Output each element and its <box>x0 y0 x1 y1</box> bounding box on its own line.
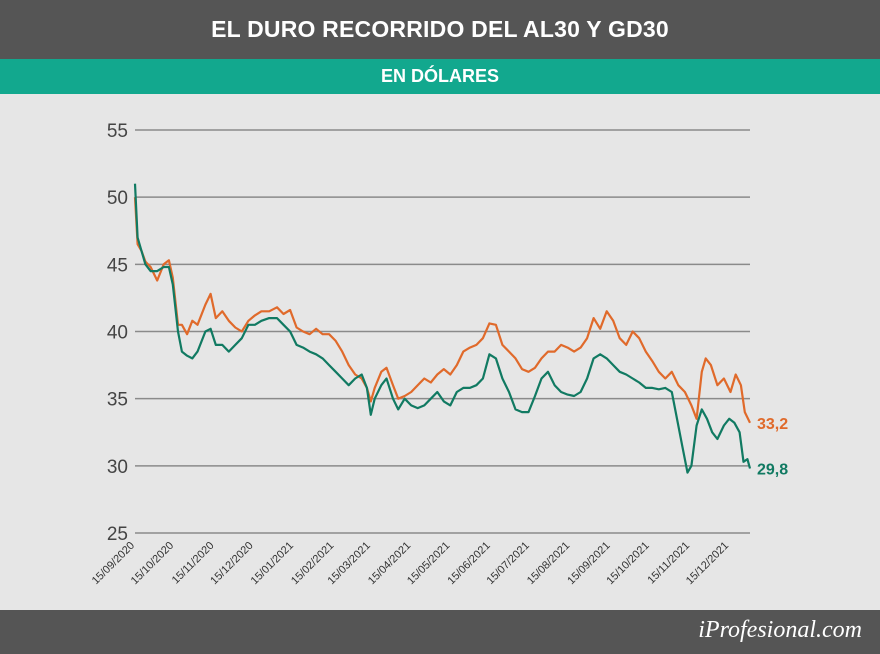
subtitle-band: EN DÓLARES <box>0 59 880 94</box>
x-tick-label: 15/10/2021 <box>604 540 651 587</box>
y-tick-label: 45 <box>107 255 128 276</box>
series-line-gd30 <box>133 183 752 474</box>
series-line-al30 <box>133 197 751 424</box>
y-tick-label: 55 <box>107 121 128 142</box>
x-tick-label: 15/05/2021 <box>405 540 452 587</box>
x-tick-label: 15/10/2020 <box>129 540 176 587</box>
y-tick-label: 40 <box>107 323 128 344</box>
end-value-label-al30: 33,2 <box>757 416 788 433</box>
y-tick-label: 35 <box>107 390 128 411</box>
brand-logo-text: Profesional.com <box>704 617 862 643</box>
chart-subtitle: EN DÓLARES <box>380 66 499 86</box>
line-chart: 5550454035302515/09/202015/10/202015/11/… <box>90 121 789 587</box>
chart-title-banner: EL DURO RECORRIDO DEL AL30 Y GD30 <box>0 0 880 59</box>
x-tick-label: 15/01/2021 <box>249 540 296 587</box>
footer-bar: iProfesional.com <box>0 610 880 654</box>
x-tick-label: 15/12/2020 <box>208 540 255 587</box>
brand-logo: iProfesional.com <box>698 617 862 644</box>
x-tick-label: 15/12/2021 <box>684 540 731 587</box>
chart-title: EL DURO RECORRIDO DEL AL30 Y GD30 <box>211 16 669 42</box>
y-tick-label: 30 <box>107 457 128 478</box>
x-tick-label: 15/07/2021 <box>484 540 531 587</box>
chart-area: 55 50 45 40 35 30 25 15/09/2020 15/10/2020 15/11/… <box>0 94 880 609</box>
x-tick-label: 15/08/2021 <box>525 540 572 587</box>
end-value-label-gd30: 29,8 <box>757 462 788 479</box>
brand-logo-prefix: i <box>698 617 705 643</box>
y-tick-label: 50 <box>107 188 128 209</box>
y-tick-label: 25 <box>107 524 128 545</box>
